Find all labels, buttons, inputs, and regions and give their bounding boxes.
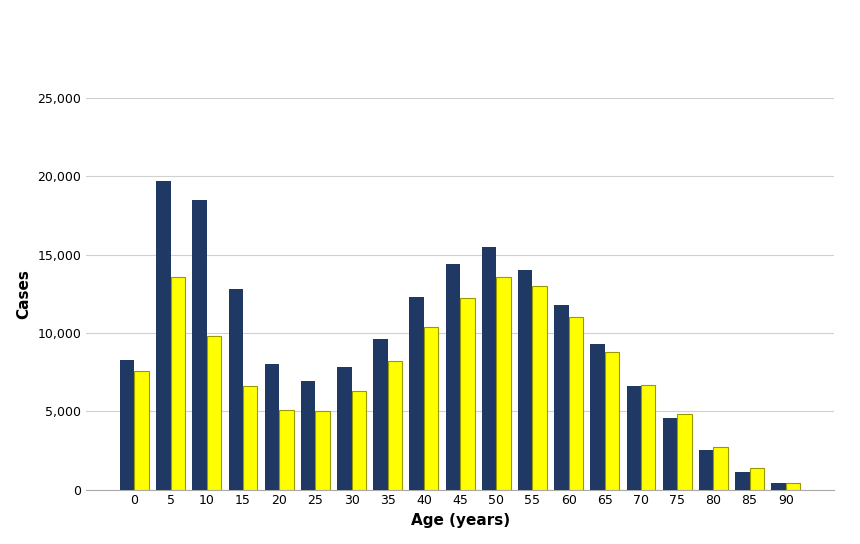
Bar xyxy=(518,270,532,490)
Bar xyxy=(265,364,280,490)
Bar xyxy=(352,391,366,490)
Bar xyxy=(699,450,713,490)
X-axis label: Age (years): Age (years) xyxy=(410,513,510,528)
Bar xyxy=(316,411,330,490)
Bar xyxy=(663,418,677,490)
Bar xyxy=(193,200,207,490)
Bar xyxy=(170,276,185,490)
Bar xyxy=(409,297,424,490)
Bar xyxy=(590,344,605,490)
Bar xyxy=(713,447,728,490)
Bar xyxy=(373,339,388,490)
Bar xyxy=(786,483,800,490)
Bar xyxy=(280,410,293,490)
Bar xyxy=(229,289,243,490)
Bar xyxy=(120,360,134,490)
Bar xyxy=(627,386,641,490)
Bar xyxy=(207,336,221,490)
Bar xyxy=(445,264,460,490)
Bar xyxy=(460,299,475,490)
Legend: Male, Female: Male, Female xyxy=(407,0,489,2)
Bar xyxy=(641,385,655,490)
Bar xyxy=(482,247,496,490)
Bar xyxy=(134,370,149,490)
Bar xyxy=(605,352,619,490)
Bar xyxy=(243,386,257,490)
Bar xyxy=(157,181,170,490)
Bar xyxy=(677,415,691,490)
Bar xyxy=(301,381,316,490)
Bar xyxy=(337,367,352,490)
Bar xyxy=(735,472,750,490)
Bar xyxy=(771,483,786,490)
Bar xyxy=(424,326,439,490)
Bar xyxy=(554,305,568,490)
Bar xyxy=(388,361,402,490)
Bar xyxy=(532,286,547,490)
Bar xyxy=(750,468,764,490)
Y-axis label: Cases: Cases xyxy=(16,269,32,319)
Bar xyxy=(568,317,583,490)
Bar xyxy=(496,276,511,490)
